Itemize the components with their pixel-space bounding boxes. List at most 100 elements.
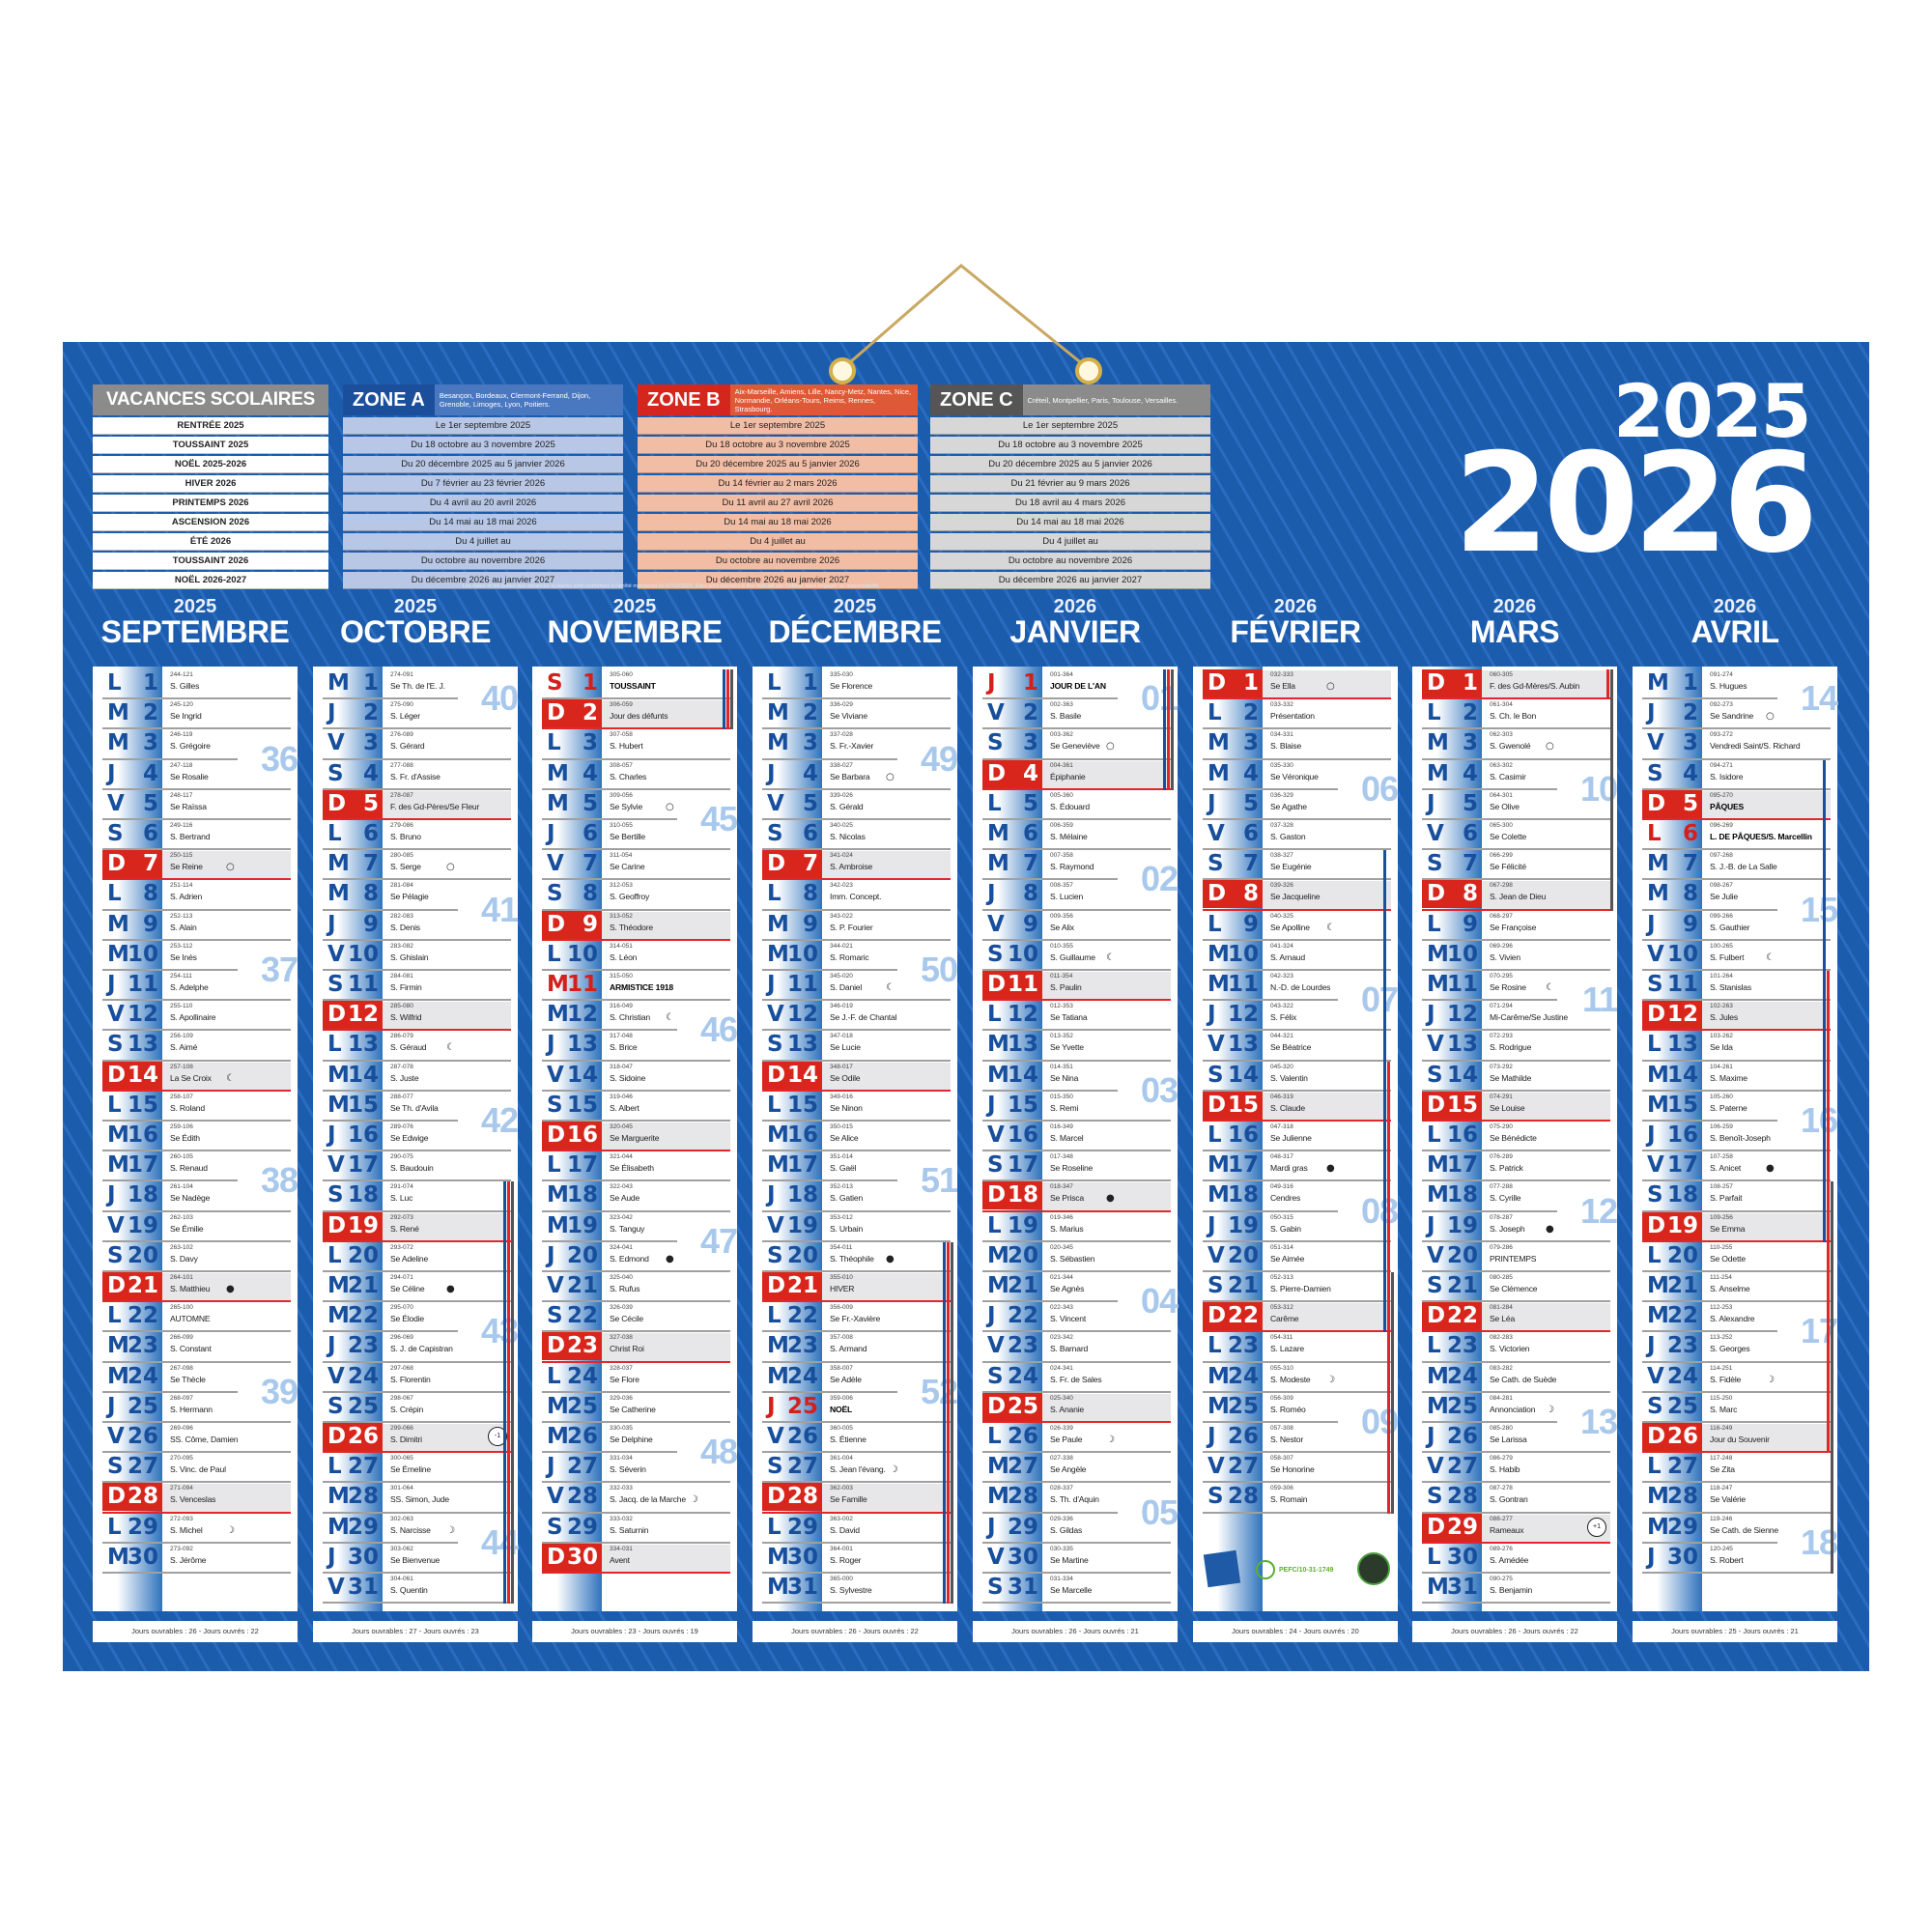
day-cell: D 11 bbox=[982, 971, 1042, 999]
day-row: M 8 281-084 Se Pélagie bbox=[323, 880, 511, 911]
saint-name: S. Fr.-Xavier bbox=[830, 741, 874, 752]
day-row: J 15 015-350 S. Remi bbox=[982, 1092, 1171, 1122]
day-number: 14 bbox=[347, 1062, 379, 1088]
day-row: M 10 253-112 Se Inès bbox=[102, 941, 291, 971]
day-number: 6 bbox=[1682, 821, 1698, 846]
day-row: S 18 291-074 S. Luc bbox=[323, 1181, 511, 1212]
day-of-year-code: 003-362 bbox=[1050, 731, 1073, 739]
saint-name: SS. Côme, Damien bbox=[170, 1435, 239, 1444]
day-row: S 28 059-306 S. Romain bbox=[1203, 1483, 1391, 1514]
day-row: M 7 280-085 S. Serge ○ bbox=[323, 850, 511, 881]
saint-line: Se Th. de l'E. J. bbox=[390, 681, 445, 692]
day-cell: L 16 bbox=[1422, 1122, 1482, 1150]
day-row: M 8 098-267 Se Julie bbox=[1642, 880, 1831, 911]
saint-line: Se Julie bbox=[1710, 892, 1762, 902]
vacation-bar-zone-C bbox=[951, 1241, 953, 1605]
day-of-year-code: 346-019 bbox=[830, 1003, 853, 1010]
day-letter: V bbox=[987, 700, 1005, 726]
saint-line: S. Baudouin bbox=[390, 1163, 442, 1174]
saint-line: S. Léger bbox=[390, 711, 442, 722]
day-number: 25 bbox=[1227, 1393, 1259, 1419]
day-number: 14 bbox=[1007, 1062, 1038, 1088]
saint-name: S. Jean l'évang. bbox=[830, 1464, 886, 1475]
day-gradient-strip bbox=[1422, 667, 1482, 1611]
day-row: M 18 077-288 S. Cyrille bbox=[1422, 1181, 1610, 1212]
row-divider bbox=[982, 757, 1171, 760]
week-number: 15 bbox=[1800, 889, 1838, 929]
zone-header: ZONE C Créteil, Montpellier, Paris, Toulo… bbox=[930, 384, 1210, 415]
day-of-year-code: 306-059 bbox=[610, 701, 633, 709]
saint-line: Se Larissa bbox=[1490, 1435, 1542, 1445]
day-of-year-code: 113-252 bbox=[1710, 1334, 1733, 1342]
day-number: 5 bbox=[362, 790, 379, 816]
vacances-labels: VACANCES SCOLAIRES RENTRÉE 2025 TOUSSAINT… bbox=[93, 384, 328, 589]
row-divider bbox=[982, 878, 1118, 881]
day-cell: L 16 bbox=[1203, 1122, 1263, 1150]
row-divider bbox=[102, 1119, 291, 1122]
saint-line: Se Alice bbox=[830, 1133, 882, 1144]
day-cell: M 22 bbox=[1642, 1302, 1702, 1330]
day-row: D 15 046-319 S. Claude bbox=[1203, 1091, 1391, 1122]
row-divider bbox=[1203, 1029, 1391, 1032]
day-cell: J 26 bbox=[1203, 1423, 1263, 1451]
saint-name: AUTOMNE bbox=[170, 1314, 211, 1324]
day-number: 11 bbox=[566, 972, 598, 997]
row-divider bbox=[323, 1390, 511, 1393]
day-of-year-code: 043-322 bbox=[1270, 1003, 1293, 1010]
day-row: D 18 018-347 Se Prisca ● bbox=[982, 1181, 1171, 1212]
day-letter: D bbox=[107, 1273, 127, 1298]
saint-line: ARMISTICE 1918 bbox=[610, 982, 673, 993]
day-number: 3 bbox=[1462, 730, 1478, 756]
saint-name: Se Flore bbox=[610, 1374, 639, 1384]
saint-line: Christ Roi bbox=[610, 1344, 662, 1354]
saint-line: S. David bbox=[830, 1525, 882, 1536]
day-number: 1 bbox=[1242, 670, 1259, 696]
day-of-year-code: 045-320 bbox=[1270, 1063, 1293, 1070]
saint-name: Se Th. d'Avila bbox=[390, 1102, 439, 1113]
day-of-year-code: 019-346 bbox=[1050, 1213, 1073, 1221]
year-2025-title: 2025 bbox=[1613, 368, 1812, 454]
saint-name: Se Alice bbox=[830, 1133, 859, 1143]
day-letter: M bbox=[107, 1333, 129, 1359]
day-number: 13 bbox=[786, 1032, 818, 1058]
row-divider bbox=[1422, 1360, 1610, 1363]
day-row: D 26 299-066 S. Dimitri -1 bbox=[323, 1423, 511, 1454]
day-of-year-code: 088-277 bbox=[1490, 1515, 1513, 1522]
day-row: D 23 327-038 Christ Roi bbox=[542, 1332, 730, 1363]
saint-line: Se Agnès bbox=[1050, 1284, 1102, 1294]
day-of-year-code: 280-085 bbox=[390, 852, 413, 860]
saint-line: S. Edmond ● bbox=[610, 1254, 674, 1264]
day-number: 15 bbox=[1666, 1092, 1698, 1118]
row-divider bbox=[323, 1209, 511, 1212]
day-letter: M bbox=[1647, 851, 1669, 877]
day-row: J 18 352-013 S. Gatien bbox=[762, 1181, 951, 1212]
saint-name: S. Brice bbox=[610, 1042, 638, 1053]
saint-name: Se Élodie bbox=[390, 1314, 424, 1324]
row-divider bbox=[542, 1029, 677, 1032]
day-letter: J bbox=[107, 760, 116, 786]
sunday-background bbox=[1482, 1303, 1610, 1333]
saint-name: Se Prisca bbox=[1050, 1193, 1084, 1204]
week-number: 36 bbox=[260, 738, 298, 779]
row-divider bbox=[1642, 1239, 1831, 1242]
day-number: 8 bbox=[802, 881, 818, 907]
day-cell: D 18 bbox=[982, 1181, 1042, 1210]
saint-name: Se Aude bbox=[610, 1193, 640, 1204]
day-number: 5 bbox=[1682, 790, 1698, 816]
day-row: L 13 103-262 Se Ida bbox=[1642, 1031, 1831, 1062]
day-letter: V bbox=[107, 1002, 125, 1028]
row-divider bbox=[1203, 1239, 1391, 1242]
day-cell: L 29 bbox=[762, 1514, 822, 1542]
row-divider bbox=[1422, 1511, 1610, 1514]
day-cell: V 20 bbox=[1422, 1242, 1482, 1270]
saint-name: S. Adelphe bbox=[170, 982, 209, 992]
day-letter: V bbox=[767, 1212, 784, 1238]
moon-first-icon: ☽ bbox=[226, 1524, 235, 1536]
day-row: L 8 342-023 Imm. Concept. bbox=[762, 880, 951, 911]
day-number: 4 bbox=[1682, 760, 1698, 786]
day-number: 6 bbox=[1462, 821, 1478, 846]
